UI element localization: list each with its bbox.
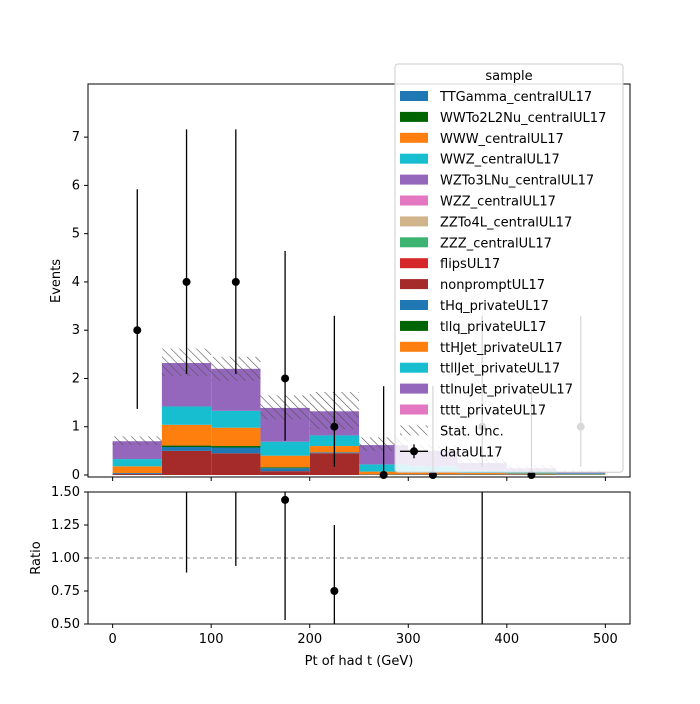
- ratio-y-tick-label-1.00: 1.00: [51, 551, 80, 566]
- legend-label-flipsUL17: flipsUL17: [440, 257, 500, 272]
- y-tick-label-3: 3: [72, 323, 80, 338]
- x-tick-label-100: 100: [199, 632, 224, 647]
- legend-label-stat-unc: Stat. Unc.: [440, 424, 504, 439]
- bar-nonpromptUL17-bin-1: [162, 451, 211, 475]
- legend-label-data: dataUL17: [440, 445, 503, 460]
- legend-label-tttt_privateUL17: tttt_privateUL17: [440, 404, 546, 419]
- legend-label-ZZZ_centralUL17: ZZZ_centralUL17: [440, 236, 552, 251]
- data-point-4: [330, 423, 338, 431]
- legend-label-ZZTo4L_centralUL17: ZZTo4L_centralUL17: [440, 215, 572, 230]
- legend-swatch-WWW_centralUL17: [400, 133, 428, 143]
- legend-swatch-nonpromptUL17: [400, 279, 428, 289]
- legend-swatch-WZZ_centralUL17: [400, 196, 428, 206]
- bar-tHq_privateUL17-bin-0: [113, 473, 162, 474]
- y-tick-label-1: 1: [72, 420, 80, 435]
- x-tick-label-200: 200: [297, 632, 322, 647]
- legend-swatch-WWTo2L2Nu_centralUL17: [400, 112, 428, 122]
- data-point-1: [183, 278, 191, 286]
- legend-swatch-ttHJet_privateUL17: [400, 342, 428, 352]
- ratio-y-tick-label-0.50: 0.50: [51, 617, 80, 632]
- bar-tllq_privateUL17-bin-3: [260, 467, 309, 468]
- x-tick-label-0: 0: [108, 632, 116, 647]
- bar-ttllJet_privateUL17-bin-0: [113, 459, 162, 466]
- bar-ttHJet_privateUL17-bin-2: [211, 428, 260, 446]
- y-axis-label: Events: [49, 259, 64, 303]
- ratio-point-3: [330, 587, 338, 595]
- x-tick-label-400: 400: [494, 632, 519, 647]
- bar-nonpromptUL17-bin-2: [211, 453, 260, 475]
- legend-swatch-ZZZ_centralUL17: [400, 237, 428, 247]
- legend-swatch-tttt_privateUL17: [400, 405, 428, 415]
- bar-tHq_privateUL17-bin-1: [162, 447, 211, 451]
- legend-label-nonpromptUL17: nonpromptUL17: [440, 278, 545, 293]
- legend-swatch-WZTo3LNu_centralUL17: [400, 175, 428, 185]
- legend-label-ttllJet_privateUL17: ttllJet_privateUL17: [440, 362, 560, 377]
- legend-swatch-WWZ_centralUL17: [400, 154, 428, 164]
- data-point-5: [380, 471, 388, 479]
- bar-tHq_privateUL17-bin-3: [260, 468, 309, 471]
- legend-label-tHq_privateUL17: tHq_privateUL17: [440, 299, 549, 314]
- legend-swatch-ZZTo4L_centralUL17: [400, 216, 428, 226]
- data-point-3: [281, 374, 289, 382]
- legend-title: sample: [485, 69, 532, 84]
- legend-label-ttHJet_privateUL17: ttHJet_privateUL17: [440, 341, 563, 356]
- legend-label-WZTo3LNu_centralUL17: WZTo3LNu_centralUL17: [440, 174, 594, 189]
- bar-nonpromptUL17-bin-3: [260, 471, 309, 475]
- bar-tllq_privateUL17-bin-1: [162, 446, 211, 447]
- y-tick-label-4: 4: [72, 275, 80, 290]
- legend-label-WWW_centralUL17: WWW_centralUL17: [440, 132, 564, 147]
- x-tick-label-500: 500: [593, 632, 618, 647]
- stat-unc-band-bin-0: [113, 436, 162, 445]
- bar-ttllJet_privateUL17-bin-1: [162, 406, 211, 424]
- legend-label-WWTo2L2Nu_centralUL17: WWTo2L2Nu_centralUL17: [440, 111, 606, 126]
- ratio-y-tick-label-1.50: 1.50: [51, 485, 80, 500]
- y-tick-label-7: 7: [72, 130, 80, 145]
- ratio-y-tick-label-0.75: 0.75: [51, 584, 80, 599]
- legend: sample TTGamma_centralUL17 WWTo2L2Nu_centr…: [395, 64, 623, 472]
- legend-swatch-tHq_privateUL17: [400, 300, 428, 310]
- bar-tllq_privateUL17-bin-2: [211, 446, 260, 447]
- bar-tHq_privateUL17-bin-2: [211, 447, 260, 453]
- legend-swatch-ttllJet_privateUL17: [400, 363, 428, 373]
- legend-swatch-ttlnuJet_privateUL17: [400, 384, 428, 394]
- ratio-point-2: [281, 496, 289, 504]
- ratio-y-axis-label: Ratio: [29, 541, 44, 574]
- legend-swatch-flipsUL17: [400, 258, 428, 268]
- bar-ttHJet_privateUL17-bin-7: [458, 473, 507, 474]
- x-axis-label: Pt of had t (GeV): [305, 654, 414, 669]
- y-tick-label-0: 0: [72, 468, 80, 483]
- legend-label-tllq_privateUL17: tllq_privateUL17: [440, 320, 546, 335]
- legend-label-TTGamma_centralUL17: TTGamma_centralUL17: [439, 90, 592, 105]
- bar-ttHJet_privateUL17-bin-0: [113, 466, 162, 473]
- ratio-plot-area: [88, 492, 630, 624]
- bar-ttllJet_privateUL17-bin-3: [260, 442, 309, 456]
- ratio-y-tick-label-1.25: 1.25: [51, 518, 80, 533]
- legend-label-WWZ_centralUL17: WWZ_centralUL17: [440, 153, 560, 168]
- data-point-0: [133, 326, 141, 334]
- bar-ttHJet_privateUL17-bin-1: [162, 425, 211, 446]
- legend-data-marker: [410, 447, 418, 455]
- y-tick-label-2: 2: [72, 371, 80, 386]
- legend-label-ttlnuJet_privateUL17: ttlnuJet_privateUL17: [440, 383, 573, 398]
- legend-swatch-stat-unc: [400, 425, 428, 435]
- bar-ttllJet_privateUL17-bin-2: [211, 411, 260, 428]
- legend-swatch-tllq_privateUL17: [400, 321, 428, 331]
- ratio-axes-frame: [88, 492, 630, 624]
- data-point-2: [232, 278, 240, 286]
- legend-swatch-TTGamma_centralUL17: [400, 91, 428, 101]
- y-tick-label-6: 6: [72, 178, 80, 193]
- bar-ttllJet_privateUL17-bin-9: [556, 474, 605, 475]
- bar-nonpromptUL17-bin-0: [113, 474, 162, 475]
- legend-label-WZZ_centralUL17: WZZ_centralUL17: [440, 195, 556, 210]
- y-tick-label-5: 5: [72, 227, 80, 242]
- x-tick-label-300: 300: [396, 632, 421, 647]
- bar-ttHJet_privateUL17-bin-3: [260, 456, 309, 468]
